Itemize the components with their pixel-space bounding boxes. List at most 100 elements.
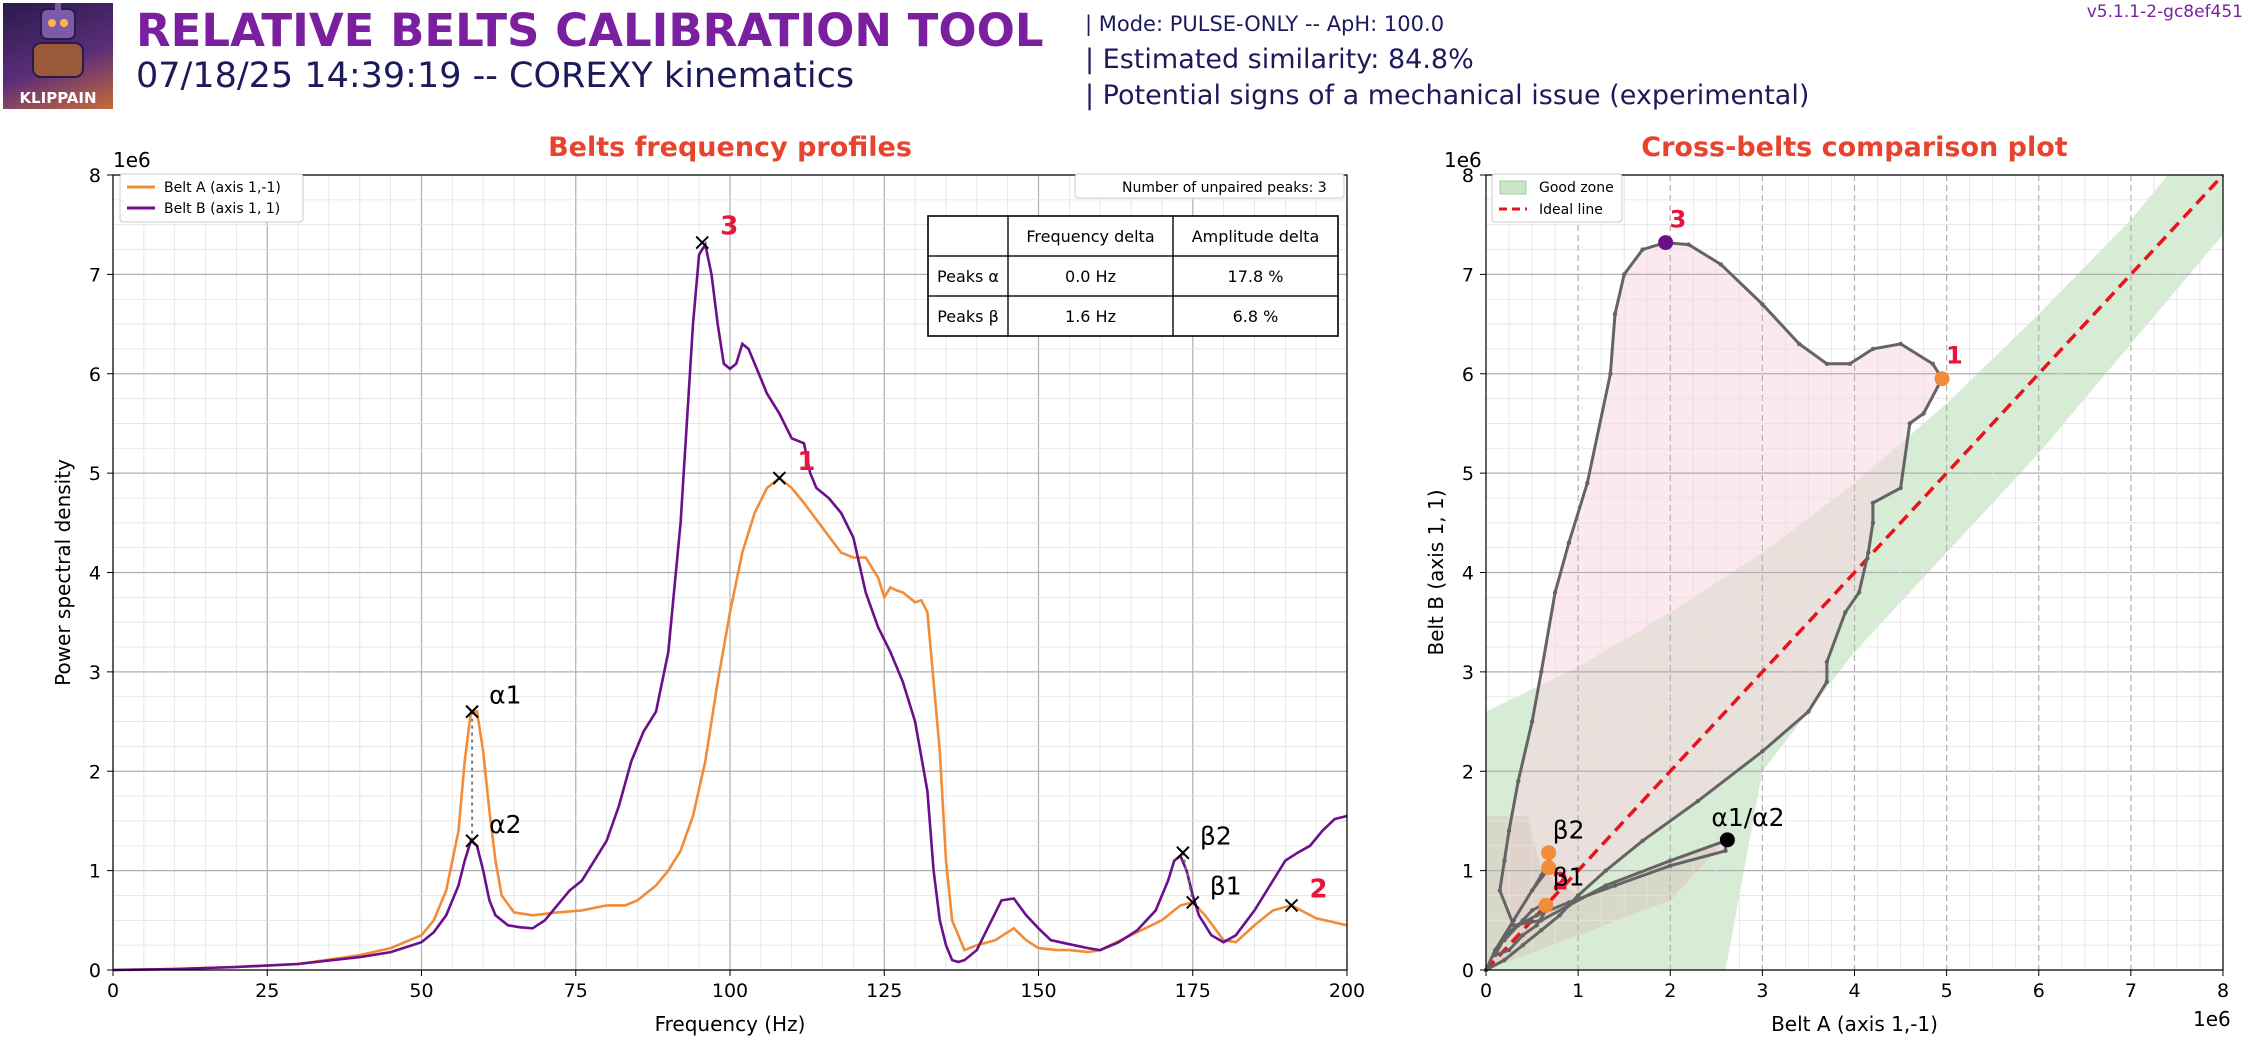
y-tick-label: 2 bbox=[89, 761, 101, 783]
y-tick-label: 4 bbox=[1462, 563, 1474, 585]
path-point bbox=[1856, 590, 1862, 595]
path-point bbox=[1686, 242, 1691, 247]
x-tick-label: 200 bbox=[1329, 980, 1365, 1002]
path-point bbox=[1516, 778, 1521, 784]
legend-ideal-line-label: Ideal line bbox=[1539, 202, 1603, 218]
path-point bbox=[1870, 346, 1876, 352]
y-tick-label: 2 bbox=[1462, 761, 1474, 783]
x-tick-label: 0 bbox=[107, 980, 119, 1002]
path-point bbox=[1870, 500, 1876, 506]
path-point bbox=[1843, 610, 1848, 615]
path-point bbox=[1529, 888, 1535, 893]
path-point bbox=[1552, 590, 1558, 595]
logo-text: KLIPPAIN bbox=[19, 89, 97, 107]
highlight-point bbox=[1934, 371, 1950, 387]
y-tick-label: 3 bbox=[1462, 662, 1474, 684]
x-tick-label: 2 bbox=[1664, 980, 1676, 1002]
x-tick-label: 5 bbox=[1941, 980, 1953, 1002]
y-tick-label: 7 bbox=[1462, 264, 1474, 286]
chart2-marks: 3 1 2 α1/α2 β2 β1 bbox=[1483, 173, 2225, 973]
point-label: β1 bbox=[1553, 863, 1585, 892]
y-tick-label: 0 bbox=[1462, 960, 1474, 982]
path-point bbox=[1612, 311, 1618, 317]
path-point bbox=[1502, 937, 1507, 943]
path-point bbox=[1539, 669, 1544, 675]
page-subtitle: 07/18/25 14:39:19 -- COREXY kinematics bbox=[136, 56, 855, 96]
klippain-logo: KLIPPAIN bbox=[3, 3, 113, 109]
path-point bbox=[1760, 301, 1765, 307]
table-frame bbox=[927, 215, 1339, 337]
path-point bbox=[1847, 361, 1853, 367]
chart1-series bbox=[112, 241, 1348, 972]
legend-belt-b-label: Belt B (axis 1, 1) bbox=[164, 201, 280, 217]
highlight-point bbox=[1541, 845, 1557, 861]
x-tick-label: 175 bbox=[1175, 980, 1211, 1002]
table-value: Peaks α bbox=[937, 267, 999, 286]
point-label: 3 bbox=[1670, 206, 1687, 234]
x-tick-label: 3 bbox=[1756, 980, 1768, 1002]
path-point bbox=[1534, 923, 1539, 928]
peak-label: 3 bbox=[720, 212, 738, 242]
chart2-title: Cross-belts comparison plot bbox=[1641, 132, 2067, 163]
chart1-x-axis-label: Frequency (Hz) bbox=[655, 1012, 806, 1036]
path-point bbox=[1806, 709, 1811, 714]
klippain-mascot-icon bbox=[32, 3, 84, 78]
y-tick-label: 8 bbox=[89, 165, 101, 187]
point-label: 1 bbox=[1946, 342, 1963, 370]
y-tick-label: 5 bbox=[89, 463, 101, 485]
x-tick-label: 8 bbox=[2217, 980, 2229, 1002]
x-tick-label: 150 bbox=[1020, 980, 1056, 1002]
y-tick-label: 7 bbox=[89, 264, 101, 286]
path-point bbox=[1511, 923, 1516, 928]
path-point bbox=[1506, 930, 1512, 935]
point-label: 2 bbox=[1552, 867, 1569, 895]
legend-good-zone-swatch bbox=[1499, 180, 1527, 195]
table-value: 0.0 Hz bbox=[1065, 267, 1116, 286]
path-point bbox=[1612, 883, 1618, 888]
x-tick-label: 4 bbox=[1848, 980, 1860, 1002]
chart1-peaks: α1 α2 β1 β2 1 2 3 bbox=[465, 212, 1328, 913]
chart2-y-exponent: 1e6 bbox=[1444, 148, 1482, 172]
chart1-y-axis-label: Power spectral density bbox=[51, 459, 75, 686]
chart2-y-axis-label: Belt B (axis 1, 1) bbox=[1424, 489, 1448, 655]
path-point bbox=[1585, 480, 1590, 486]
path-point bbox=[1621, 272, 1627, 277]
peak-marker bbox=[1176, 846, 1190, 860]
y-tick-label: 1 bbox=[1462, 861, 1474, 883]
path-point bbox=[1529, 908, 1535, 913]
y-tick-label: 4 bbox=[89, 563, 101, 585]
path-point bbox=[1506, 828, 1512, 834]
path-point bbox=[1520, 942, 1526, 948]
peak-label: β1 bbox=[1210, 871, 1242, 900]
unpaired-peaks-frame bbox=[1074, 173, 1345, 199]
table-value: 6.8 % bbox=[1233, 307, 1279, 326]
chart1-legend: Belt A (axis 1,-1) Belt B (axis 1, 1) bbox=[119, 173, 304, 223]
series-belt-b-line bbox=[112, 241, 1348, 972]
chart2-grid bbox=[1485, 174, 2224, 971]
path-point bbox=[1640, 247, 1645, 252]
peak-marker bbox=[1284, 898, 1299, 913]
chart1-ticks: 0 25 50 75 100 125 150 175 200 0 1 2 3 4 5 6 7 8 bbox=[89, 165, 1365, 1002]
path-point bbox=[1520, 933, 1526, 938]
similarity-info: | Estimated similarity: 84.8% bbox=[1085, 44, 1474, 75]
peak-marker bbox=[772, 471, 787, 485]
path-point bbox=[1502, 858, 1507, 863]
path-point bbox=[1566, 900, 1572, 905]
path-point bbox=[1557, 913, 1562, 918]
y-tick-label: 6 bbox=[89, 364, 101, 386]
path-point bbox=[1608, 371, 1613, 376]
page-title: RELATIVE BELTS CALIBRATION TOOL bbox=[136, 4, 1044, 57]
legend-belt-a-label: Belt A (axis 1,-1) bbox=[164, 180, 281, 196]
path-point bbox=[1718, 262, 1724, 267]
y-tick-label: 8 bbox=[1462, 165, 1474, 187]
path-point bbox=[1529, 719, 1535, 724]
peak-marker bbox=[695, 235, 709, 250]
x-tick-label: 1 bbox=[1572, 980, 1584, 1002]
table-header-cell: Amplitude delta bbox=[1192, 227, 1320, 246]
chart2-x-axis-label: Belt A (axis 1,-1) bbox=[1771, 1012, 1938, 1036]
peak-label: α2 bbox=[489, 810, 521, 839]
y-tick-label: 6 bbox=[1462, 364, 1474, 386]
path-point bbox=[1575, 893, 1581, 898]
path-point bbox=[1603, 868, 1608, 873]
series-belt-a-line bbox=[112, 476, 1348, 972]
